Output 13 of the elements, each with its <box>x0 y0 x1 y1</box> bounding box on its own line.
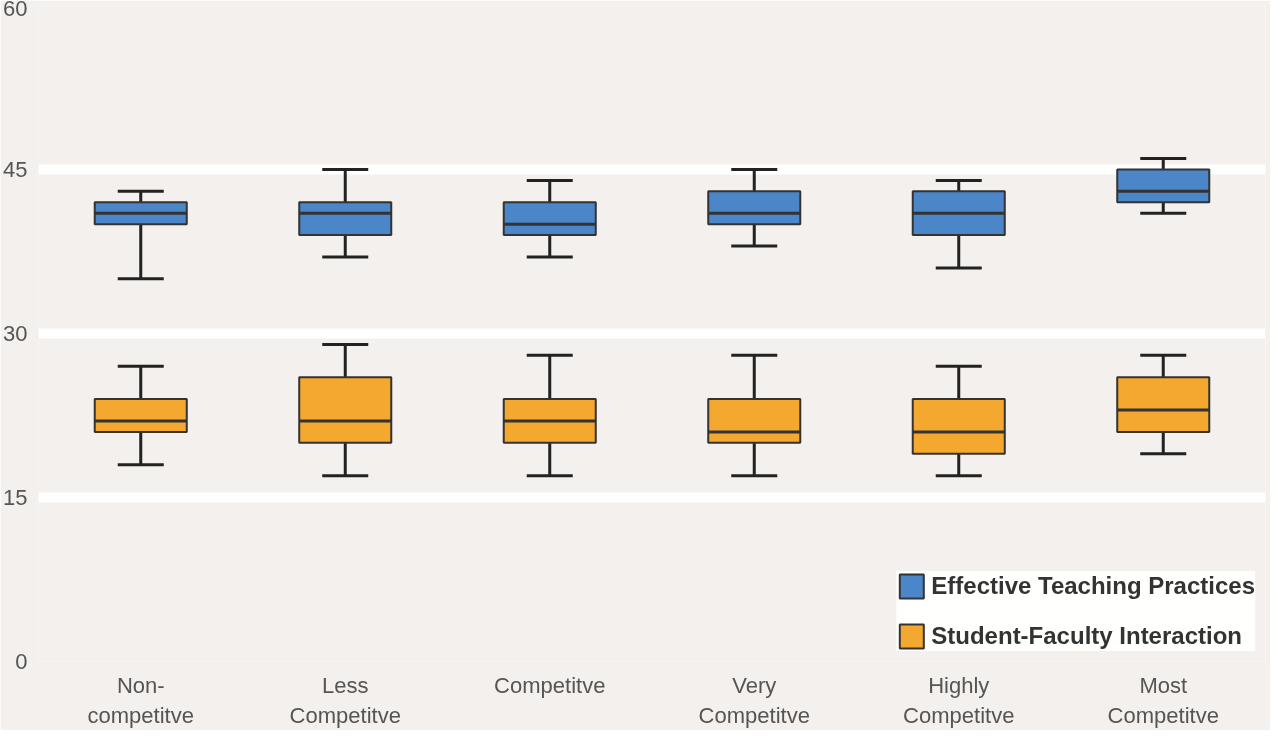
legend-label: Effective Teaching Practices <box>931 572 1255 600</box>
legend-label: Student-Faculty Interaction <box>931 622 1242 650</box>
y-tick-label: 45 <box>3 157 28 182</box>
y-tick-label: 60 <box>3 0 28 21</box>
y-tick-label: 0 <box>15 649 28 674</box>
x-tick-label: Very Competitve <box>698 672 810 728</box>
x-tick-label: Most Competitve <box>1107 672 1219 728</box>
x-tick-label: Less Competitve <box>289 672 401 728</box>
x-tick-label: Competitve <box>494 672 606 698</box>
x-tick-label: Non-competitve <box>87 672 194 728</box>
x-tick-label: Highly Competitve <box>903 672 1015 728</box>
y-tick-label: 15 <box>3 485 28 510</box>
y-tick-label: 30 <box>3 321 28 346</box>
